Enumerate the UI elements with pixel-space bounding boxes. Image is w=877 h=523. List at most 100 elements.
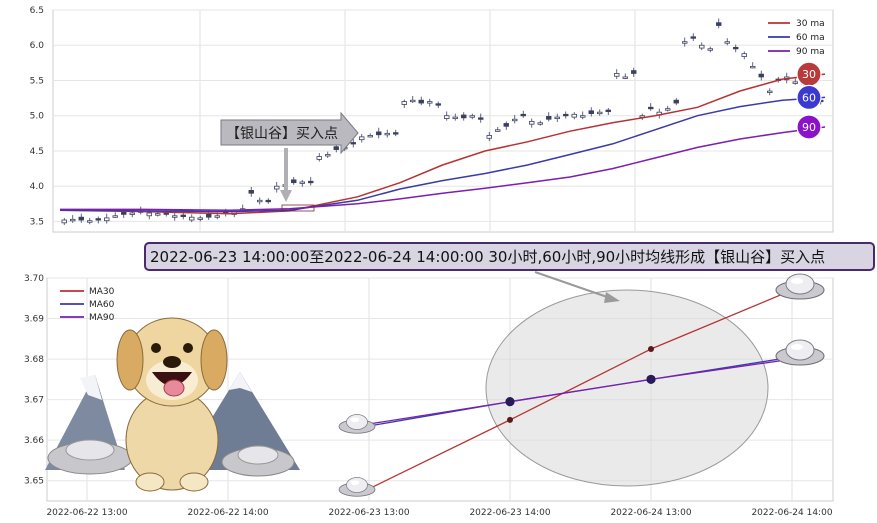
candle-body bbox=[461, 114, 467, 119]
candle-body bbox=[291, 179, 297, 184]
candle-body bbox=[104, 217, 110, 222]
candle-body bbox=[316, 156, 322, 160]
candle-body bbox=[571, 113, 577, 118]
candle-body bbox=[197, 217, 203, 220]
top-y-tick-label: 3.5 bbox=[30, 217, 44, 227]
candle-body bbox=[70, 218, 76, 222]
candle-body bbox=[682, 41, 688, 44]
annotation-arrow-box bbox=[220, 111, 359, 155]
candle-body bbox=[546, 116, 552, 120]
bottom-legend-label: MA90 bbox=[89, 313, 115, 323]
candle-body bbox=[112, 215, 118, 218]
candle-body bbox=[622, 76, 628, 79]
bottom-x-tick-label: 2022-06-23 14:00 bbox=[469, 508, 550, 518]
banner-box bbox=[144, 242, 875, 271]
bottom-line-ma30 bbox=[368, 289, 793, 490]
candle-body bbox=[690, 36, 696, 39]
candle-body bbox=[393, 132, 399, 135]
candle-body bbox=[699, 44, 705, 49]
candle-body bbox=[206, 213, 212, 218]
candle-body bbox=[741, 53, 747, 57]
ma-badge-label: 30 bbox=[802, 68, 816, 81]
ma-line-3 bbox=[60, 126, 826, 211]
ma-line-1 bbox=[59, 73, 826, 215]
bottom-y-tick-label: 3.70 bbox=[24, 274, 44, 284]
bottom-point bbox=[646, 374, 656, 384]
annotation-pointer-shaft bbox=[284, 148, 288, 190]
candle-body bbox=[367, 135, 373, 138]
top-legend-label: 30 ma bbox=[796, 19, 825, 29]
candle-body bbox=[299, 181, 305, 184]
candle-body bbox=[520, 113, 526, 117]
candle-body bbox=[435, 103, 441, 106]
candle-body bbox=[214, 215, 220, 218]
candle-body bbox=[333, 146, 339, 150]
candle-body bbox=[665, 108, 671, 111]
annotation-pointer-head bbox=[280, 190, 292, 202]
candle-body bbox=[248, 190, 254, 194]
bottom-x-tick-label: 2022-06-22 14:00 bbox=[187, 508, 268, 518]
candle-body bbox=[537, 122, 543, 125]
bottom-y-tick-label: 3.66 bbox=[24, 436, 44, 446]
candle-body bbox=[427, 101, 433, 104]
candle-body bbox=[129, 212, 135, 215]
candle-body bbox=[325, 154, 331, 157]
bottom-legend-label: MA60 bbox=[89, 300, 115, 310]
candle-body bbox=[384, 132, 390, 136]
bottom-x-tick-label: 2022-06-23 13:00 bbox=[328, 508, 409, 518]
top-y-tick-label: 4.5 bbox=[30, 147, 44, 157]
candle-body bbox=[308, 180, 314, 184]
candle-body bbox=[418, 99, 424, 104]
candle-body bbox=[733, 46, 739, 50]
buy-point-annotation: 【银山谷】买入点 bbox=[220, 111, 359, 212]
bottom-point bbox=[507, 416, 513, 423]
candle-body bbox=[486, 135, 492, 139]
bottom-y-tick-label: 3.65 bbox=[24, 477, 44, 487]
ma-badge-label: 60 bbox=[802, 91, 816, 104]
candle-body bbox=[588, 110, 594, 115]
candle-body bbox=[274, 185, 280, 190]
candle-body bbox=[673, 99, 679, 104]
candle-body bbox=[180, 214, 186, 217]
candle-body bbox=[257, 199, 263, 203]
bottom-legend-label: MA30 bbox=[89, 287, 115, 297]
candle-body bbox=[376, 131, 382, 136]
candle-body bbox=[503, 123, 509, 127]
candle-body bbox=[478, 117, 484, 120]
top-legend-label: 90 ma bbox=[796, 47, 825, 57]
bottom-point bbox=[505, 397, 515, 407]
candle-body bbox=[554, 116, 560, 120]
candle-body bbox=[724, 41, 730, 44]
candle-body bbox=[452, 116, 458, 120]
candle-body bbox=[597, 111, 603, 115]
candle-body bbox=[469, 115, 475, 118]
ma-badge bbox=[796, 84, 822, 110]
candle-body bbox=[758, 73, 764, 78]
top-y-tick-label: 6.0 bbox=[30, 41, 45, 51]
top-y-tick-label: 5.0 bbox=[30, 112, 45, 122]
annotation-label: 【银山谷】买入点 bbox=[226, 126, 338, 142]
candle-body bbox=[410, 99, 416, 103]
top-y-tick-label: 5.5 bbox=[30, 76, 44, 86]
candle-body bbox=[172, 215, 178, 218]
top-y-tick-label: 6.5 bbox=[30, 6, 44, 16]
ma-badge bbox=[796, 114, 822, 140]
candle-body bbox=[78, 216, 84, 221]
bottom-line-ma90 bbox=[368, 358, 793, 425]
banner-text: 2022-06-23 14:00:00至2022-06-24 14:00:00 … bbox=[150, 248, 825, 266]
candle-body bbox=[707, 48, 713, 51]
top-plot-frame bbox=[52, 9, 834, 233]
silver-ingot-icon bbox=[775, 273, 825, 300]
headline-banner: 2022-06-23 14:00:00至2022-06-24 14:00:00 … bbox=[144, 242, 875, 271]
candle-body bbox=[444, 115, 450, 119]
bottom-x-tick-label: 2022-06-24 14:00 bbox=[751, 508, 832, 518]
ma-line-2 bbox=[59, 96, 826, 213]
candle-body bbox=[359, 136, 365, 141]
top-candlestick-panel: 6.5 6.0 5.5 5.0 4.5 4.0 3.5 30 ma 60 ma 90 ma 30… bbox=[30, 6, 834, 233]
dog-mascot-illustration bbox=[45, 317, 300, 492]
bottom-point bbox=[648, 345, 654, 352]
candle-body bbox=[750, 65, 756, 69]
top-y-tick-label: 4.0 bbox=[30, 182, 45, 192]
candle-body bbox=[605, 109, 611, 112]
